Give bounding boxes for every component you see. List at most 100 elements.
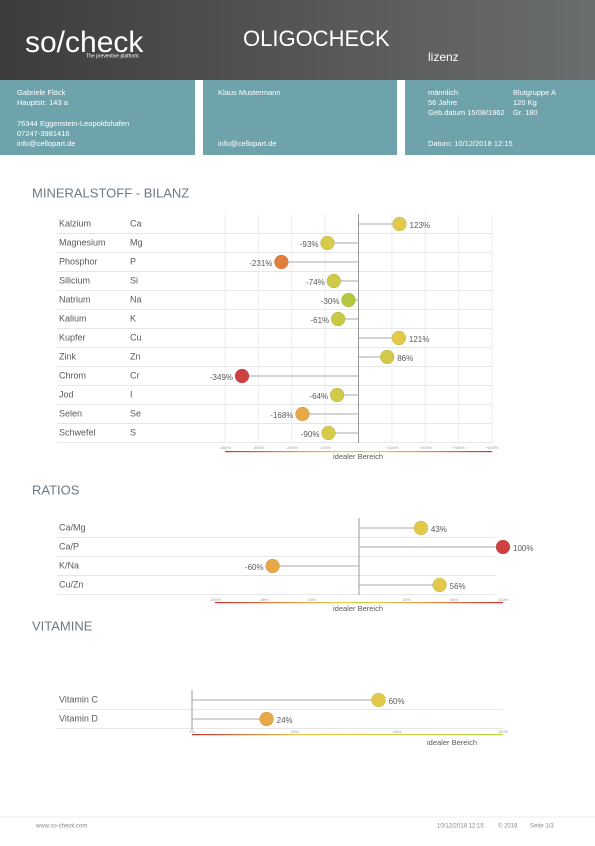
category-label: Ca/Mg xyxy=(59,522,86,532)
tagline: The preventive platform xyxy=(86,53,139,59)
category-label: Vitamin D xyxy=(59,713,98,723)
point xyxy=(413,520,429,536)
symbol-label: Se xyxy=(130,408,141,418)
ideal-scale xyxy=(215,602,503,604)
x-axis-label: idealer Bereich xyxy=(333,604,383,613)
point xyxy=(371,692,386,708)
point xyxy=(330,311,346,327)
value-label: 24% xyxy=(277,716,293,725)
therapist-name: Gabriele Flöck xyxy=(17,88,66,97)
x-tick-label: -33% xyxy=(307,597,317,602)
value-label: -93% xyxy=(300,240,319,249)
symbol-label: Cr xyxy=(130,370,140,380)
value-label: -74% xyxy=(306,278,325,287)
ideal-scale xyxy=(192,734,503,736)
point xyxy=(295,406,310,422)
x-tick-label: -400% xyxy=(219,445,231,450)
point xyxy=(234,368,250,384)
category-label: Ca/P xyxy=(59,541,79,551)
x-tick-label: -200% xyxy=(286,445,298,450)
patient-age: 56 Jahre xyxy=(428,98,457,107)
patient-height: Gr. 180 xyxy=(513,108,538,117)
point xyxy=(391,330,407,346)
category-label: Jod xyxy=(59,389,74,399)
x-tick-label: +100% xyxy=(386,445,399,450)
info-box xyxy=(405,80,595,155)
value-label: 100% xyxy=(513,544,533,553)
patient-birth: Geb.datum 15/08/1962 xyxy=(428,108,505,117)
footer-url: www.so-check.com xyxy=(35,824,87,830)
x-tick-label: 33% xyxy=(403,597,411,602)
symbol-label: Cu xyxy=(130,332,142,342)
point xyxy=(320,235,335,251)
info-box xyxy=(203,80,397,155)
patient-blood: Blutgruppe A xyxy=(513,88,556,97)
point xyxy=(259,711,274,727)
category-label: Magnesium xyxy=(59,237,106,247)
value-label: 123% xyxy=(410,221,430,230)
footer-date: 10/12/2018 12:15 xyxy=(437,824,484,830)
x-tick-label: -66% xyxy=(259,597,269,602)
category-label: Schwefel xyxy=(59,427,96,437)
point xyxy=(265,558,280,574)
therapist-email: info@cellopart.de xyxy=(17,139,75,148)
point xyxy=(379,349,395,365)
x-tick-label: 100% xyxy=(498,597,509,602)
symbol-label: K xyxy=(130,313,136,323)
therapist-city: 76344 Eggenstein-Leopoldshafen xyxy=(17,119,129,128)
x-tick-label: 66% xyxy=(393,729,401,734)
patient-sex: männlich xyxy=(428,88,458,97)
x-tick-label: 66% xyxy=(450,597,458,602)
category-label: Cu/Zn xyxy=(59,579,84,589)
category-label: Silicium xyxy=(59,275,90,285)
value-label: 121% xyxy=(409,335,429,344)
category-label: Zink xyxy=(59,351,77,361)
ideal-scale xyxy=(225,451,492,453)
x-tick-label: +400% xyxy=(486,445,499,450)
category-label: Phosphor xyxy=(59,256,98,266)
logo: so/check xyxy=(25,26,144,59)
value-label: -90% xyxy=(301,430,320,439)
value-label: 56% xyxy=(450,582,466,591)
category-label: Natrium xyxy=(59,294,91,304)
point xyxy=(341,292,356,308)
symbol-label: Mg xyxy=(130,237,143,247)
value-label: -168% xyxy=(270,411,293,420)
x-tick-label: -100% xyxy=(209,597,221,602)
point xyxy=(329,387,345,403)
category-label: Selen xyxy=(59,408,82,418)
value-label: 43% xyxy=(431,525,447,534)
therapist-street: Hauptstr. 143 a xyxy=(17,98,69,107)
point xyxy=(274,254,289,270)
symbol-label: S xyxy=(130,427,136,437)
value-label: -61% xyxy=(310,316,329,325)
category-label: Chrom xyxy=(59,370,86,380)
value-label: -349% xyxy=(210,373,233,382)
category-label: Kupfer xyxy=(59,332,86,342)
footer-copyright: © 2018 xyxy=(498,823,518,830)
point xyxy=(432,577,447,593)
patient-name: Klaus Mustermann xyxy=(218,88,281,97)
subtitle: lizenz xyxy=(428,50,459,64)
symbol-label: Ca xyxy=(130,218,142,228)
title: OLIGOCHECK xyxy=(243,26,390,51)
x-tick-label: +300% xyxy=(452,445,465,450)
report-date: Datum: 10/12/2018 12:15 xyxy=(428,139,513,148)
point xyxy=(321,425,336,441)
category-label: K/Na xyxy=(59,560,79,570)
x-tick-label: -300% xyxy=(253,445,265,450)
value-label: 86% xyxy=(397,354,413,363)
x-tick-label: 0% xyxy=(189,729,195,734)
header-bar xyxy=(0,0,595,80)
info-box xyxy=(0,80,195,155)
section-title: MINERALSTOFF - BILANZ xyxy=(32,185,189,200)
category-label: Kalium xyxy=(59,313,87,323)
patient-weight: 120 Kg xyxy=(513,98,537,107)
x-tick-label: -100% xyxy=(319,445,331,450)
section-title: VITAMINE xyxy=(32,618,93,633)
therapist-phone: 07247-3981416 xyxy=(17,129,70,138)
symbol-label: I xyxy=(130,389,133,399)
x-tick-label: 33% xyxy=(291,729,299,734)
x-tick-label: +200% xyxy=(419,445,432,450)
